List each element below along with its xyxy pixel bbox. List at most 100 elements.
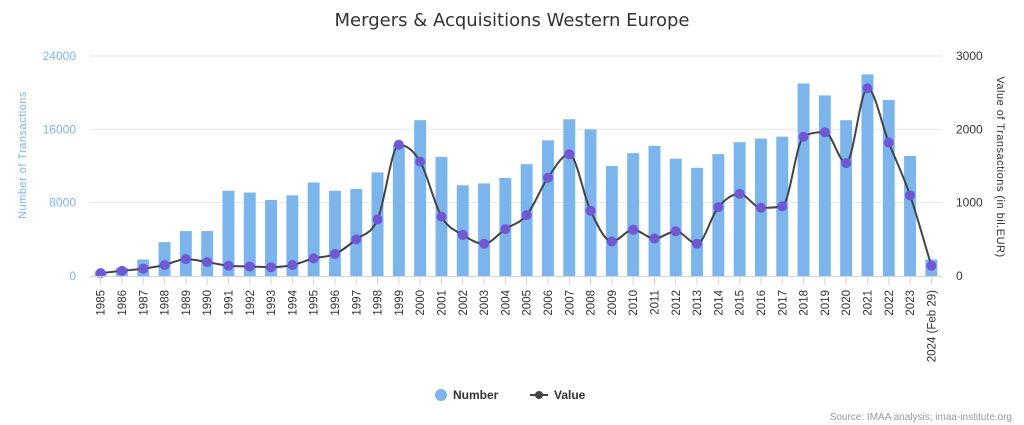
x-tick-label: 2018 <box>799 290 811 316</box>
bar-2018 <box>797 83 810 276</box>
x-tick-label: 2000 <box>415 290 427 316</box>
chart-title: Mergers & Acquisitions Western Europe <box>335 10 690 31</box>
x-tick-label: 1999 <box>394 290 406 316</box>
x-tick-label: 1991 <box>223 290 235 316</box>
bar-2013 <box>691 167 704 276</box>
point-2001 <box>436 211 447 222</box>
point-2021 <box>862 83 873 94</box>
point-1991 <box>223 260 234 271</box>
point-1987 <box>138 263 149 274</box>
point-2020 <box>841 158 852 169</box>
left-axis-title: Number of Transactions <box>17 91 29 219</box>
point-2024 (Feb 29) <box>926 260 937 271</box>
bar-2019 <box>818 95 831 277</box>
bar-1999 <box>392 144 405 276</box>
x-tick-label: 1987 <box>138 290 150 316</box>
left-tick-label: 0 <box>69 269 76 283</box>
bar-2008 <box>584 129 597 276</box>
bar-2020 <box>840 120 853 277</box>
point-2011 <box>649 233 660 244</box>
x-tick-label: 2017 <box>777 290 789 316</box>
x-tick-label: 1992 <box>245 290 257 316</box>
point-2005 <box>521 210 532 221</box>
point-2007 <box>564 149 575 160</box>
x-tick-label: 1995 <box>309 290 321 316</box>
bar-1988 <box>158 242 171 276</box>
point-1988 <box>159 260 170 270</box>
x-tick-label: 2002 <box>458 290 470 316</box>
left-tick-label: 16000 <box>43 122 77 136</box>
point-2003 <box>479 238 490 249</box>
x-tick-label: 2011 <box>649 290 661 315</box>
bar-2000 <box>414 120 427 277</box>
x-tick-label: 2004 <box>500 289 512 315</box>
point-2004 <box>500 224 511 235</box>
x-tick-label: 2006 <box>543 290 555 316</box>
point-2013 <box>692 238 703 249</box>
point-2017 <box>777 201 788 212</box>
point-2010 <box>628 224 639 235</box>
point-2019 <box>819 127 830 138</box>
point-1989 <box>180 254 191 265</box>
legend-label-value: Value <box>554 388 586 402</box>
x-tick-label: 2013 <box>692 290 704 316</box>
bar-1997 <box>350 188 363 276</box>
right-tick-label: 0 <box>956 269 963 283</box>
point-2022 <box>883 137 894 148</box>
bar-2007 <box>563 119 576 276</box>
x-tick-label: 2007 <box>564 290 576 316</box>
legend: Number Value <box>435 388 586 402</box>
bar-1996 <box>328 190 341 276</box>
x-tick-label: 1994 <box>287 289 299 315</box>
x-tick-label: 2016 <box>756 290 768 316</box>
bar-2021 <box>861 74 874 276</box>
bar-2015 <box>733 142 746 276</box>
x-tick-label: 1988 <box>160 290 172 316</box>
point-1993 <box>266 262 277 273</box>
right-tick-label: 1000 <box>956 196 983 210</box>
bar-2006 <box>541 140 554 276</box>
point-1995 <box>308 253 319 264</box>
x-tick-label: 2003 <box>479 290 491 316</box>
x-tick-label: 2010 <box>628 290 640 316</box>
x-tick-label: 2024 (Feb 29) <box>926 290 938 362</box>
bar-1993 <box>265 199 278 276</box>
bar-2014 <box>712 154 725 276</box>
credits-text: Source: IMAA analysis; imaa-institute.or… <box>830 412 1012 423</box>
x-tick-label: 2015 <box>735 290 747 316</box>
point-1985 <box>95 268 106 279</box>
left-tick-label: 24000 <box>43 49 77 63</box>
x-tick-label: 2008 <box>586 290 598 316</box>
x-tick-label: 2009 <box>607 290 619 316</box>
x-tick-label: 1997 <box>351 290 363 316</box>
bar-2003 <box>478 183 491 276</box>
x-tick-label: 1998 <box>373 290 385 316</box>
point-1994 <box>287 260 298 270</box>
line-series-value <box>100 87 933 275</box>
x-tick-label: 2019 <box>820 290 832 316</box>
right-axis-title: Value of Transactions (in bil.EUR) <box>994 76 1006 257</box>
x-tick-label: 2023 <box>905 290 917 316</box>
x-tick-label: 2005 <box>522 290 534 316</box>
line-markers-value <box>95 83 937 279</box>
right-tick-label: 2000 <box>956 122 983 136</box>
point-1997 <box>351 234 362 245</box>
x-tick-label: 1993 <box>266 290 278 316</box>
x-tick-label: 2001 <box>436 290 448 316</box>
x-tick-label: 1985 <box>96 290 108 316</box>
x-tick-label: 2020 <box>841 290 853 316</box>
point-1998 <box>372 214 383 225</box>
x-tick-label: 1990 <box>202 290 214 316</box>
right-tick-label: 3000 <box>956 49 983 63</box>
left-tick-label: 8000 <box>49 196 76 210</box>
grid-lines <box>90 55 942 204</box>
x-tick-label: 2014 <box>713 289 725 315</box>
x-tick-label: 1989 <box>181 290 193 316</box>
bar-1995 <box>307 182 320 276</box>
legend-label-number: Number <box>453 388 499 402</box>
point-2018 <box>798 131 809 142</box>
point-1986 <box>116 265 127 276</box>
x-axis-ticks: 1985 1986 1987 1988 1989 1990 1991 1992 1993 1994… <box>96 276 938 362</box>
point-2015 <box>734 188 745 199</box>
